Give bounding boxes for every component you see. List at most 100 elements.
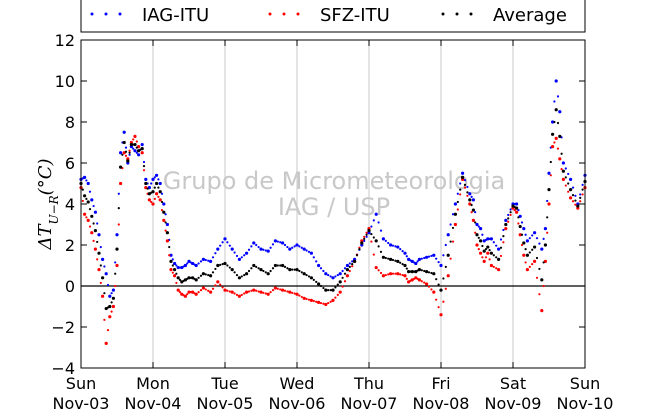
data-point: [307, 250, 311, 253]
data-point: [97, 268, 101, 272]
data-point: [271, 243, 275, 246]
data-point: [83, 194, 87, 198]
data-point: [507, 213, 510, 217]
data-point: [542, 284, 545, 288]
data-point: [394, 259, 397, 262]
data-point: [475, 233, 479, 237]
data-point: [243, 273, 246, 277]
data-point: [324, 302, 328, 307]
legend-marker: [455, 12, 459, 16]
data-point: [488, 258, 491, 261]
data-point: [579, 193, 582, 196]
data-point: [140, 151, 144, 155]
data-point: [449, 257, 452, 260]
data-point: [228, 290, 231, 293]
data-point: [197, 291, 200, 294]
data-point: [374, 212, 378, 216]
data-point: [97, 233, 101, 237]
data-point: [103, 265, 106, 268]
data-point: [176, 288, 180, 292]
data-point: [439, 313, 443, 317]
data-point: [111, 288, 115, 292]
data-point: [279, 288, 282, 291]
data-point: [165, 222, 169, 227]
data-point: [384, 256, 387, 260]
data-point: [85, 197, 88, 200]
data-point: [446, 274, 450, 278]
data-point: [317, 263, 321, 268]
data-point: [538, 242, 541, 245]
data-point: [365, 235, 368, 238]
data-point: [547, 202, 551, 206]
data-point: [538, 267, 541, 271]
data-point: [197, 262, 200, 265]
data-point: [175, 281, 178, 285]
data-point: [101, 294, 105, 298]
data-point: [463, 178, 467, 182]
data-point: [302, 272, 306, 276]
data-point: [444, 265, 447, 268]
data-point: [295, 292, 299, 296]
data-point: [492, 265, 495, 268]
data-point: [255, 265, 258, 268]
data-point: [298, 245, 301, 248]
data-point: [439, 288, 443, 292]
data-point: [492, 254, 495, 257]
x-tick-label-day: Sat: [500, 374, 526, 393]
data-point: [108, 315, 112, 319]
data-point: [394, 272, 397, 275]
data-point: [286, 290, 289, 293]
data-point: [99, 281, 102, 285]
data-point: [405, 267, 408, 270]
data-point: [111, 304, 115, 309]
data-point: [276, 264, 279, 267]
data-point: [569, 177, 573, 181]
data-point: [554, 79, 558, 83]
data-point: [492, 241, 495, 244]
data-point: [269, 269, 272, 273]
data-point: [571, 194, 575, 197]
data-point: [119, 181, 123, 186]
data-point: [186, 293, 189, 296]
data-point: [348, 269, 351, 273]
data-point: [283, 289, 287, 292]
data-point: [117, 207, 120, 210]
data-point: [518, 233, 522, 237]
data-point: [201, 272, 205, 276]
data-point: [144, 181, 148, 186]
data-point: [165, 239, 169, 243]
data-point: [106, 283, 110, 287]
data-point: [558, 157, 562, 161]
data-point: [370, 225, 373, 228]
data-point: [175, 264, 178, 267]
data-point: [211, 271, 215, 274]
data-point: [262, 269, 265, 273]
data-point: [153, 176, 156, 179]
data-point: [96, 222, 99, 225]
data-point: [579, 200, 582, 203]
data-point: [417, 278, 421, 282]
data-point: [221, 263, 224, 266]
data-point: [317, 282, 321, 286]
data-point: [142, 160, 146, 164]
data-point: [439, 263, 443, 268]
data-point: [247, 290, 251, 293]
data-point: [281, 263, 285, 268]
data-point: [117, 192, 120, 195]
data-point: [553, 120, 556, 124]
data-point: [381, 274, 385, 278]
data-point: [150, 182, 153, 185]
data-point: [574, 194, 577, 197]
data-point: [283, 243, 287, 247]
watermark-line-1: Grupo de Micrometeorologia: [163, 167, 505, 195]
data-point: [216, 263, 220, 268]
data-point: [515, 202, 519, 206]
data-point: [114, 284, 117, 288]
x-tick-label-date: Nov-09: [485, 394, 542, 409]
data-point: [417, 268, 421, 272]
data-point: [115, 263, 119, 268]
data-point: [403, 274, 407, 278]
data-point: [88, 208, 92, 211]
data-point: [169, 253, 173, 257]
data-point: [381, 255, 385, 259]
